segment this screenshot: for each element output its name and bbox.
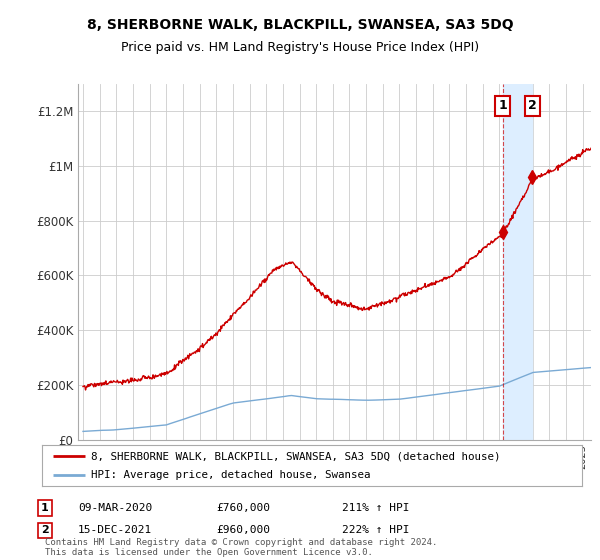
Text: 09-MAR-2020: 09-MAR-2020 <box>78 503 152 513</box>
Text: 1: 1 <box>498 99 507 113</box>
Text: £960,000: £960,000 <box>216 525 270 535</box>
Text: Contains HM Land Registry data © Crown copyright and database right 2024.
This d: Contains HM Land Registry data © Crown c… <box>45 538 437 557</box>
Text: £760,000: £760,000 <box>216 503 270 513</box>
Text: 8, SHERBORNE WALK, BLACKPILL, SWANSEA, SA3 5DQ: 8, SHERBORNE WALK, BLACKPILL, SWANSEA, S… <box>86 18 514 32</box>
Text: HPI: Average price, detached house, Swansea: HPI: Average price, detached house, Swan… <box>91 470 370 480</box>
Text: Price paid vs. HM Land Registry's House Price Index (HPI): Price paid vs. HM Land Registry's House … <box>121 41 479 54</box>
Text: 1: 1 <box>41 503 49 513</box>
Text: 8, SHERBORNE WALK, BLACKPILL, SWANSEA, SA3 5DQ (detached house): 8, SHERBORNE WALK, BLACKPILL, SWANSEA, S… <box>91 451 500 461</box>
Text: 222% ↑ HPI: 222% ↑ HPI <box>342 525 409 535</box>
Text: 211% ↑ HPI: 211% ↑ HPI <box>342 503 409 513</box>
Bar <box>503 84 532 440</box>
Text: 15-DEC-2021: 15-DEC-2021 <box>78 525 152 535</box>
Text: 2: 2 <box>527 99 536 113</box>
Text: 2: 2 <box>41 525 49 535</box>
